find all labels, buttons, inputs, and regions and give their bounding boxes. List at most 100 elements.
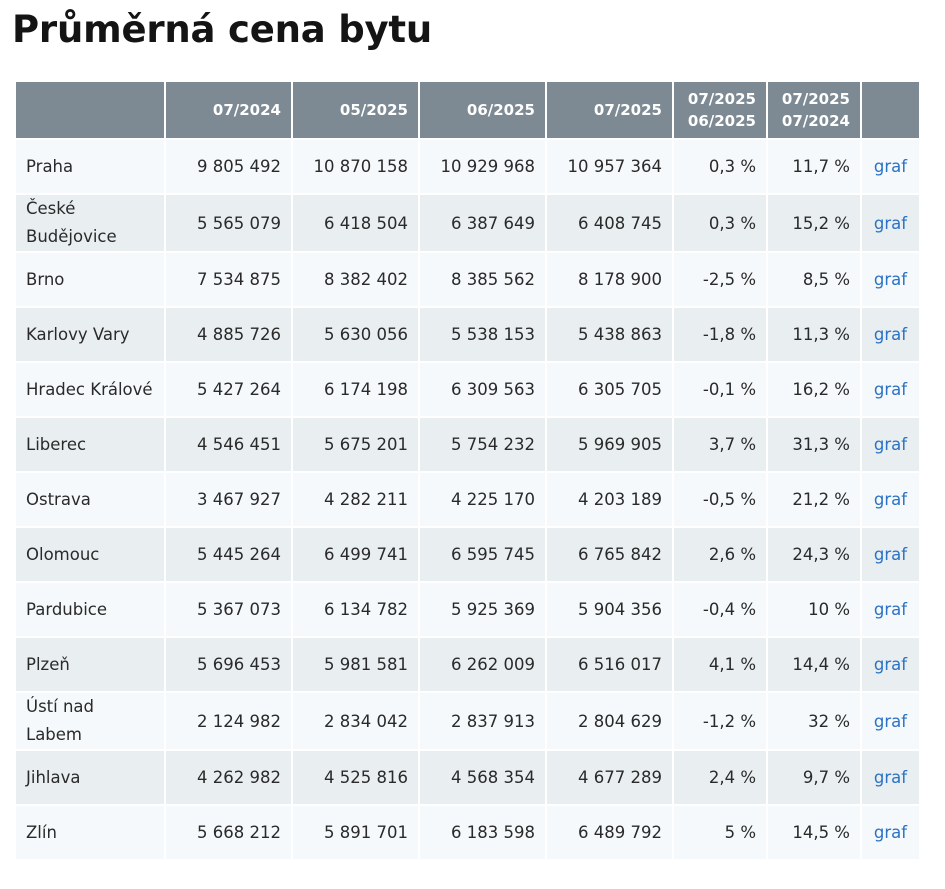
graph-link[interactable]: graf xyxy=(873,545,908,564)
city-cell: Hradec Králové xyxy=(16,363,164,416)
value-06-2025-cell: 6 309 563 xyxy=(420,363,545,416)
header-06-2025: 06/2025 xyxy=(420,82,545,138)
mom-change-cell: 5 % xyxy=(674,806,766,859)
header-mom-line2: 06/2025 xyxy=(687,112,756,130)
value-06-2025-cell: 8 385 562 xyxy=(420,253,545,306)
value-07-2024-cell: 4 885 726 xyxy=(166,308,291,361)
mom-change-cell: -0,4 % xyxy=(674,583,766,636)
value-05-2025-cell: 8 382 402 xyxy=(293,253,418,306)
table-row: Karlovy Vary 4 885 726 5 630 056 5 538 153 5… xyxy=(16,308,919,361)
mom-change-cell: 2,6 % xyxy=(674,528,766,581)
mom-change-cell: 4,1 % xyxy=(674,638,766,691)
graph-link[interactable]: graf xyxy=(873,600,908,619)
graph-link[interactable]: graf xyxy=(873,823,908,842)
value-06-2025-cell: 5 925 369 xyxy=(420,583,545,636)
yoy-change-cell: 16,2 % xyxy=(768,363,860,416)
header-yoy-line1: 07/2025 xyxy=(781,90,850,108)
header-yoy-line2: 07/2024 xyxy=(781,112,850,130)
page-title: Průměrná cena bytu xyxy=(12,8,433,51)
yoy-change-cell: 14,5 % xyxy=(768,806,860,859)
value-07-2024-cell: 5 445 264 xyxy=(166,528,291,581)
graph-link[interactable]: graf xyxy=(873,655,908,674)
value-07-2025-cell: 6 765 842 xyxy=(547,528,672,581)
table-row: České Budějovice 5 565 079 6 418 504 6 387 … xyxy=(16,195,919,251)
city-cell: Praha xyxy=(16,140,164,193)
value-07-2025-cell: 6 489 792 xyxy=(547,806,672,859)
value-06-2025-cell: 5 538 153 xyxy=(420,308,545,361)
value-07-2024-cell: 5 696 453 xyxy=(166,638,291,691)
yoy-change-cell: 21,2 % xyxy=(768,473,860,526)
value-07-2025-cell: 4 203 189 xyxy=(547,473,672,526)
city-cell: Pardubice xyxy=(16,583,164,636)
value-06-2025-cell: 4 225 170 xyxy=(420,473,545,526)
value-05-2025-cell: 10 870 158 xyxy=(293,140,418,193)
value-07-2025-cell: 8 178 900 xyxy=(547,253,672,306)
mom-change-cell: -0,5 % xyxy=(674,473,766,526)
mom-change-cell: 0,3 % xyxy=(674,140,766,193)
value-05-2025-cell: 2 834 042 xyxy=(293,693,418,749)
yoy-change-cell: 10 % xyxy=(768,583,860,636)
table-row: Plzeň 5 696 453 5 981 581 6 262 009 6 516 01… xyxy=(16,638,919,691)
value-07-2025-cell: 6 408 745 xyxy=(547,195,672,251)
table-header-row: 07/2024 05/2025 06/2025 07/2025 07/2025 … xyxy=(16,82,919,138)
mom-change-cell: -2,5 % xyxy=(674,253,766,306)
graph-link[interactable]: graf xyxy=(873,490,908,509)
table-row: Brno 7 534 875 8 382 402 8 385 562 8 178 900… xyxy=(16,253,919,306)
value-05-2025-cell: 5 891 701 xyxy=(293,806,418,859)
value-07-2024-cell: 3 467 927 xyxy=(166,473,291,526)
city-cell: Ústí nad Labem xyxy=(16,693,164,749)
value-07-2024-cell: 7 534 875 xyxy=(166,253,291,306)
yoy-change-cell: 31,3 % xyxy=(768,418,860,471)
value-07-2025-cell: 6 516 017 xyxy=(547,638,672,691)
yoy-change-cell: 32 % xyxy=(768,693,860,749)
value-05-2025-cell: 5 675 201 xyxy=(293,418,418,471)
header-mom-change: 07/2025 06/2025 xyxy=(674,82,766,138)
mom-change-cell: -1,2 % xyxy=(674,693,766,749)
city-cell: Ostrava xyxy=(16,473,164,526)
graph-link[interactable]: graf xyxy=(873,213,908,233)
graph-link-cell: graf xyxy=(862,751,919,804)
value-07-2024-cell: 9 805 492 xyxy=(166,140,291,193)
table-row: Hradec Králové 5 427 264 6 174 198 6 309 56… xyxy=(16,363,919,416)
value-05-2025-cell: 6 174 198 xyxy=(293,363,418,416)
value-05-2025-cell: 6 418 504 xyxy=(293,195,418,251)
graph-link-cell: graf xyxy=(862,583,919,636)
value-06-2025-cell: 2 837 913 xyxy=(420,693,545,749)
value-07-2024-cell: 4 546 451 xyxy=(166,418,291,471)
value-05-2025-cell: 5 981 581 xyxy=(293,638,418,691)
graph-link-cell: graf xyxy=(862,140,919,193)
header-link xyxy=(862,82,919,138)
table-row: Praha 9 805 492 10 870 158 10 929 968 10 957… xyxy=(16,140,919,193)
graph-link[interactable]: graf xyxy=(873,157,908,176)
city-cell: Zlín xyxy=(16,806,164,859)
mom-change-cell: 2,4 % xyxy=(674,751,766,804)
table-row: Zlín 5 668 212 5 891 701 6 183 598 6 489 792… xyxy=(16,806,919,859)
city-cell: Brno xyxy=(16,253,164,306)
graph-link[interactable]: graf xyxy=(873,325,908,344)
mom-change-cell: -0,1 % xyxy=(674,363,766,416)
table-row: Jihlava 4 262 982 4 525 816 4 568 354 4 677 … xyxy=(16,751,919,804)
value-05-2025-cell: 4 525 816 xyxy=(293,751,418,804)
graph-link[interactable]: graf xyxy=(873,768,908,787)
value-07-2024-cell: 5 367 073 xyxy=(166,583,291,636)
value-07-2024-cell: 5 427 264 xyxy=(166,363,291,416)
mom-change-cell: 3,7 % xyxy=(674,418,766,471)
header-05-2025: 05/2025 xyxy=(293,82,418,138)
yoy-change-cell: 11,3 % xyxy=(768,308,860,361)
graph-link[interactable]: graf xyxy=(873,380,908,399)
graph-link-cell: graf xyxy=(862,195,919,251)
value-06-2025-cell: 5 754 232 xyxy=(420,418,545,471)
yoy-change-cell: 15,2 % xyxy=(768,195,860,251)
price-table: 07/2024 05/2025 06/2025 07/2025 07/2025 … xyxy=(14,80,921,861)
mom-change-cell: 0,3 % xyxy=(674,195,766,251)
graph-link[interactable]: graf xyxy=(873,270,908,289)
graph-link[interactable]: graf xyxy=(873,435,908,454)
value-05-2025-cell: 6 499 741 xyxy=(293,528,418,581)
value-07-2024-cell: 2 124 982 xyxy=(166,693,291,749)
yoy-change-cell: 9,7 % xyxy=(768,751,860,804)
graph-link[interactable]: graf xyxy=(873,711,908,731)
header-07-2024: 07/2024 xyxy=(166,82,291,138)
value-07-2025-cell: 4 677 289 xyxy=(547,751,672,804)
value-06-2025-cell: 10 929 968 xyxy=(420,140,545,193)
yoy-change-cell: 11,7 % xyxy=(768,140,860,193)
